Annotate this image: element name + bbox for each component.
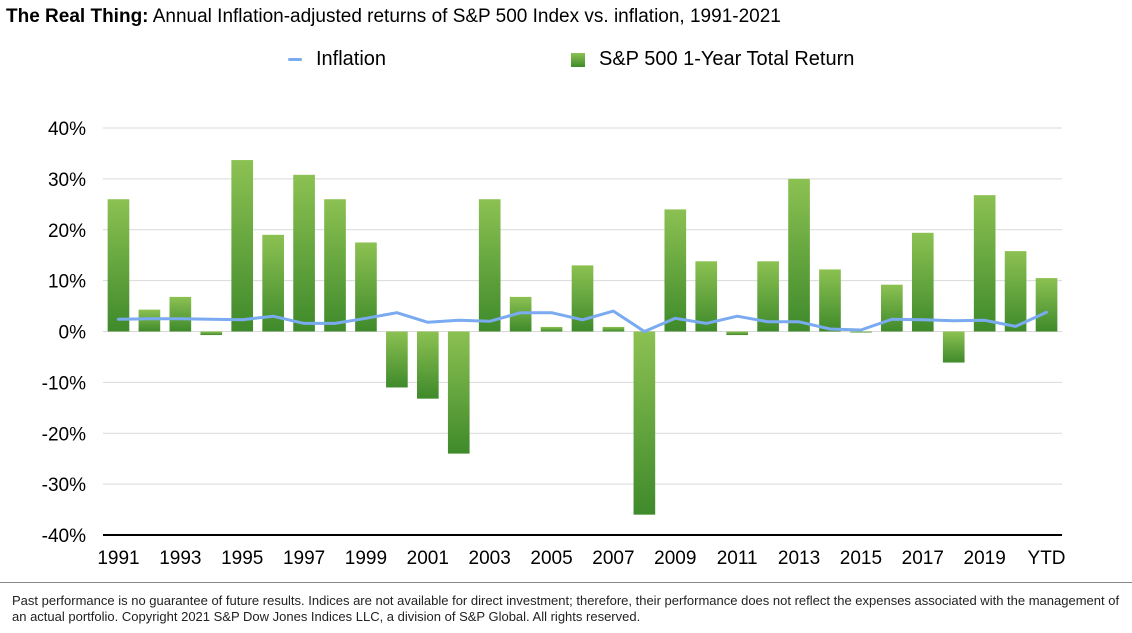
- legend-item-inflation: Inflation: [288, 48, 386, 71]
- y-tick-label: 20%: [48, 221, 86, 242]
- bar-2019: [973, 195, 996, 332]
- y-tick-label: -20%: [42, 424, 86, 445]
- y-tick-label: -30%: [42, 475, 86, 496]
- bar-2008: [633, 331, 656, 515]
- x-tick-label: 1997: [283, 548, 325, 569]
- bar-2007: [602, 326, 625, 332]
- bar-2012: [757, 261, 779, 332]
- footer-divider: [0, 582, 1132, 583]
- bar-2015: [850, 331, 872, 333]
- bar-2020: [1004, 251, 1027, 332]
- chart-canvas: 40%30%20%10%0%-10%-20%-30%-40% 1991 1993 1…: [42, 119, 1066, 569]
- bar-1996: [262, 234, 284, 332]
- bar-2006: [571, 265, 594, 332]
- bar-YTD: [1035, 278, 1058, 332]
- bar-1991: [107, 199, 130, 332]
- bar-2001: [416, 331, 439, 399]
- bar-2009: [664, 209, 687, 332]
- y-tick-label: 40%: [48, 119, 86, 140]
- bar-2013: [788, 178, 810, 332]
- x-tick-label: YTD: [1028, 548, 1066, 569]
- y-tick-label: 30%: [48, 170, 86, 191]
- x-tick-label: 2005: [530, 548, 572, 569]
- x-tick-label: 2015: [840, 548, 882, 569]
- bar-1994: [200, 331, 223, 336]
- bar-2005: [540, 326, 563, 332]
- x-tick-label: 2003: [469, 548, 511, 569]
- bar-2003: [478, 199, 501, 332]
- legend: Inflation S&P 500 1-Year Total Return: [0, 48, 1132, 76]
- bar-1995: [231, 160, 254, 332]
- chart-title: The Real Thing: Annual Inflation-adjuste…: [6, 6, 781, 28]
- chart-title-rest: Annual Inflation-adjusted returns of S&P…: [152, 6, 781, 27]
- bar-2017: [911, 232, 934, 332]
- bar-2010: [695, 261, 718, 332]
- bar-2011: [726, 331, 749, 336]
- y-tick-label: -10%: [42, 373, 86, 394]
- y-tick-label: 0%: [59, 323, 87, 344]
- bar-1992: [138, 309, 161, 332]
- y-tick-label: -40%: [42, 526, 86, 547]
- x-tick-label: 1999: [345, 548, 387, 569]
- bar-series: [107, 160, 1058, 515]
- x-tick-label: 2019: [964, 548, 1006, 569]
- x-tick-label: 2009: [654, 548, 696, 569]
- x-tick-label: 1993: [159, 548, 201, 569]
- inflation-series: [117, 309, 1048, 333]
- y-axis-ticks: 40% 30% 20% 10% 0% -10% -20% -30% -40%: [42, 119, 86, 547]
- bar-2000: [386, 331, 408, 388]
- x-tick-label: 1995: [221, 548, 263, 569]
- bar-1993: [169, 296, 192, 332]
- bar-2014: [819, 269, 841, 332]
- legend-item-sp500: S&P 500 1-Year Total Return: [571, 48, 854, 71]
- bar-2002: [447, 331, 470, 454]
- x-tick-label: 1991: [97, 548, 139, 569]
- legend-bar-swatch: [571, 52, 585, 67]
- x-axis-ticks: 1991 1993 1995 1997 1999 2001 2003 2005 2007 2009…: [97, 548, 1065, 569]
- bar-1999: [355, 242, 377, 332]
- bar-2016: [881, 284, 903, 332]
- bar-2018: [942, 331, 965, 363]
- legend-label-sp500: S&P 500 1-Year Total Return: [599, 48, 855, 70]
- x-tick-label: 2007: [592, 548, 634, 569]
- legend-label-inflation: Inflation: [316, 48, 387, 70]
- x-tick-label: 2011: [717, 548, 758, 569]
- y-tick-label: 10%: [48, 272, 86, 293]
- x-tick-label: 2017: [902, 548, 944, 569]
- x-tick-label: 2001: [407, 548, 449, 569]
- x-tick-label: 2013: [778, 548, 820, 569]
- legend-line-swatch: [288, 58, 302, 61]
- chart-title-bold: The Real Thing:: [6, 6, 149, 27]
- footnote: Past performance is no guarantee of futu…: [12, 593, 1120, 624]
- bar-1997: [293, 174, 315, 332]
- bar-1998: [324, 199, 346, 332]
